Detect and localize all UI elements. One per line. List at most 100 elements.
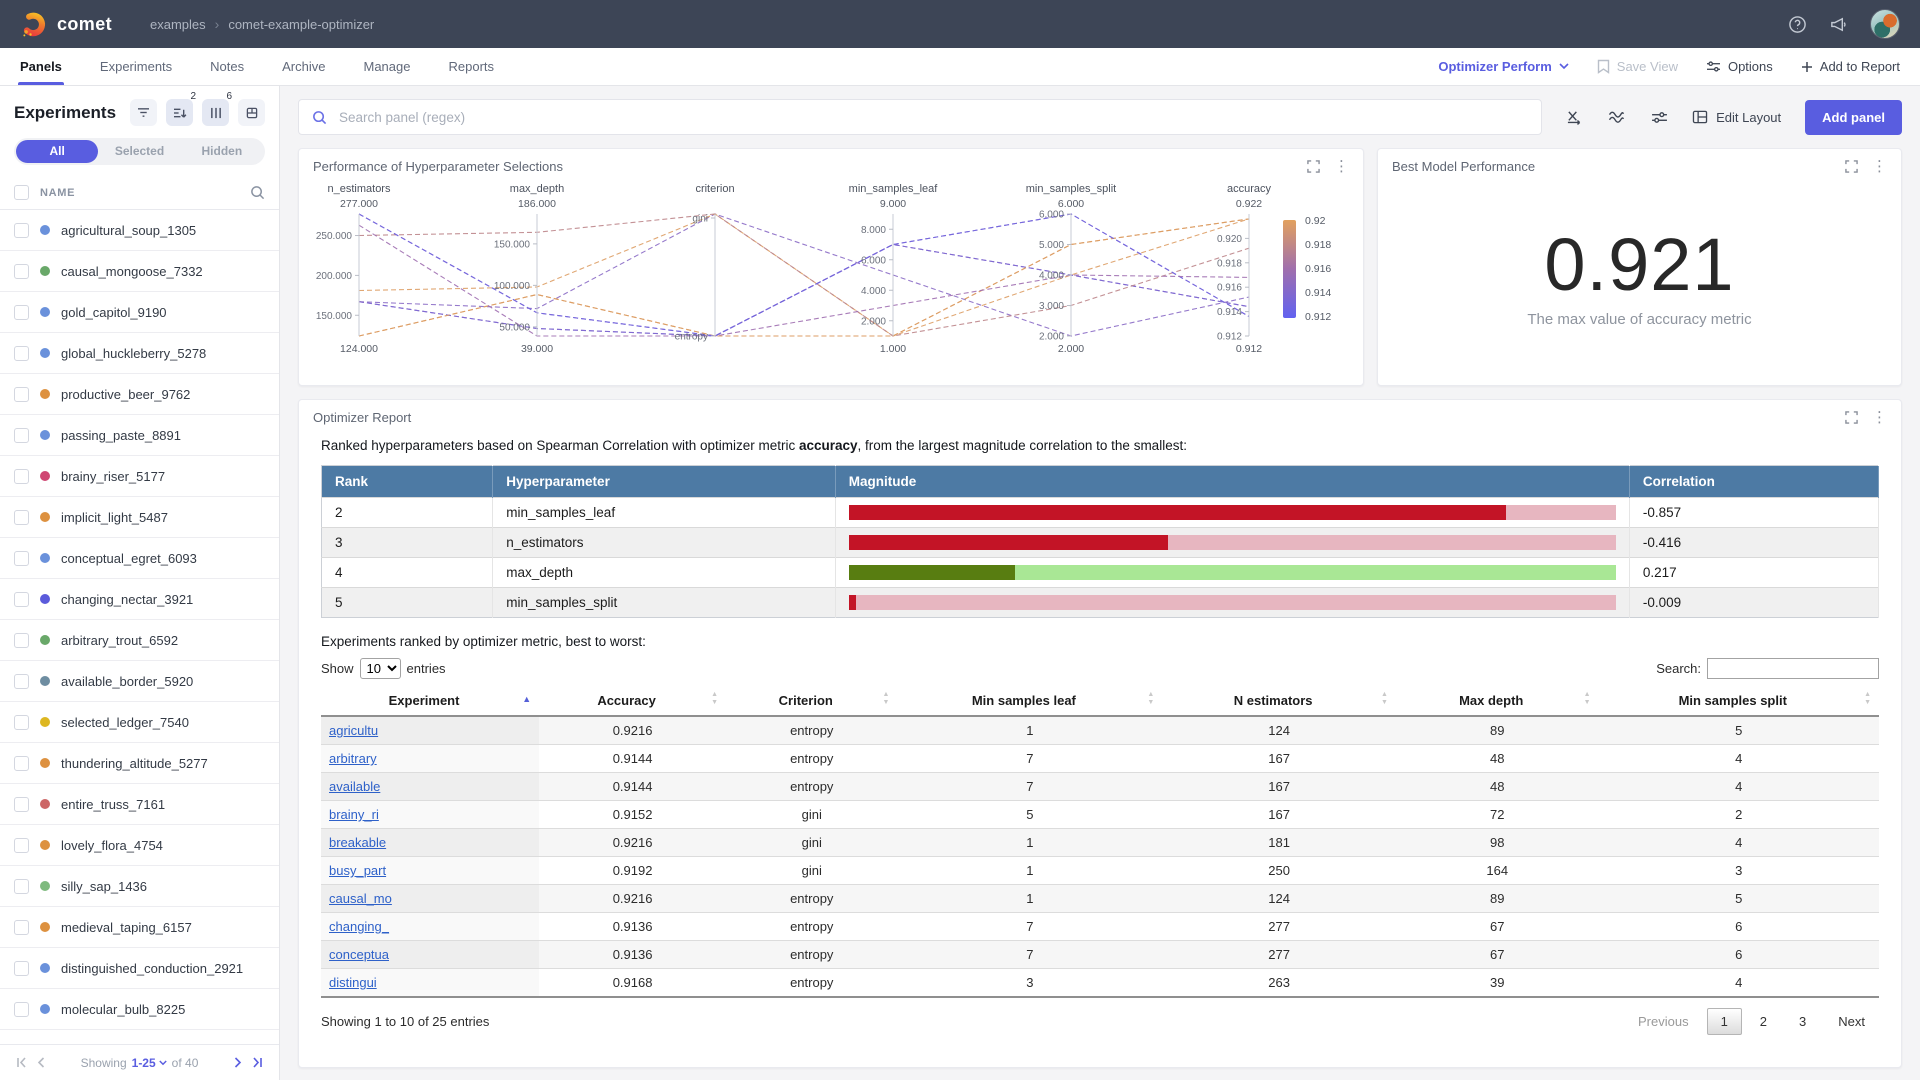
outliers-filter-icon[interactable] [1651, 111, 1668, 124]
experiment-row[interactable]: productive_beer_9762 [0, 374, 279, 415]
edit-layout-button[interactable]: Edit Layout [1692, 110, 1781, 125]
experiment-checkbox[interactable] [14, 837, 29, 853]
column-header-n-estimators[interactable]: N estimators ▲ ▼ [1162, 686, 1396, 717]
panel-search-input[interactable] [337, 108, 1529, 126]
pagination-2[interactable]: 2 [1759, 1014, 1768, 1029]
columns-button[interactable]: 6 [202, 91, 232, 126]
save-view-button[interactable]: Save View [1597, 59, 1678, 74]
experiment-checkbox[interactable] [14, 509, 29, 525]
announcements-icon[interactable] [1829, 15, 1848, 34]
expand-icon[interactable] [1307, 160, 1320, 173]
expand-icon[interactable] [1845, 411, 1858, 424]
page-range-selector[interactable]: 1-25 [132, 1056, 167, 1070]
experiment-row[interactable]: agricultural_soup_1305 [0, 210, 279, 251]
experiment-checkbox[interactable] [14, 673, 29, 689]
segment-all[interactable]: All [16, 140, 99, 163]
help-icon[interactable] [1788, 15, 1807, 34]
experiment-checkbox[interactable] [14, 1001, 29, 1017]
experiment-checkbox[interactable] [14, 591, 29, 607]
experiment-row[interactable]: thundering_altitude_5277 [0, 743, 279, 784]
experiment-row[interactable]: gold_capitol_9190 [0, 292, 279, 333]
next-page-icon[interactable] [230, 1057, 246, 1068]
segment-selected[interactable]: Selected [114, 144, 165, 158]
breadcrumb-workspace[interactable]: examples [150, 16, 206, 32]
column-header-max-depth[interactable]: Max depth ▲ ▼ [1395, 686, 1599, 717]
experiment-row[interactable]: implicit_light_5487 [0, 497, 279, 538]
column-header-min-samples-leaf[interactable]: Min samples leaf ▲ ▼ [897, 686, 1163, 717]
tab-panels[interactable]: Panels [18, 48, 64, 85]
comet-logo[interactable]: comet [20, 10, 112, 38]
sort-button[interactable]: 2 [166, 91, 196, 126]
experiment-row[interactable]: silly_sap_1436 [0, 866, 279, 907]
experiment-row[interactable]: selected_ledger_7540 [0, 702, 279, 743]
experiment-row[interactable]: entire_truss_7161 [0, 784, 279, 825]
add-panel-button[interactable]: Add panel [1805, 99, 1902, 135]
experiment-checkbox[interactable] [14, 755, 29, 771]
table-search-input[interactable] [1707, 658, 1879, 679]
previous-page-icon[interactable] [33, 1057, 49, 1068]
experiment-row[interactable]: molecular_bulb_8225 [0, 989, 279, 1030]
column-header-criterion[interactable]: Criterion ▲ ▼ [726, 686, 898, 717]
experiment-checkbox[interactable] [14, 427, 29, 443]
entries-select[interactable]: 10 [359, 658, 401, 679]
experiment-checkbox[interactable] [14, 960, 29, 976]
experiment-checkbox[interactable] [14, 222, 29, 238]
options-button[interactable]: Options [1706, 59, 1773, 74]
experiment-row[interactable]: global_huckleberry_5278 [0, 333, 279, 374]
experiment-checkbox[interactable] [14, 878, 29, 894]
pagination-3[interactable]: 3 [1799, 1014, 1807, 1029]
experiment-link[interactable]: conceptua [329, 947, 389, 962]
experiment-checkbox[interactable] [14, 304, 29, 320]
experiment-row[interactable]: distinguished_conduction_2921 [0, 948, 279, 989]
kebab-menu-icon[interactable]: ⋮ [1872, 158, 1887, 175]
tab-notes[interactable]: Notes [210, 59, 245, 74]
x-axis-settings-icon[interactable] [1566, 110, 1582, 125]
breadcrumb-project[interactable]: comet-example-optimizer [228, 16, 375, 32]
experiment-checkbox[interactable] [14, 386, 29, 402]
kebab-menu-icon[interactable]: ⋮ [1333, 158, 1349, 175]
column-header-experiment[interactable]: Experiment ▲ [321, 686, 540, 717]
experiment-link[interactable]: busy_part [329, 863, 387, 878]
kebab-menu-icon[interactable]: ⋮ [1872, 409, 1887, 426]
smoothing-icon[interactable] [1608, 110, 1625, 124]
experiment-checkbox[interactable] [14, 263, 29, 279]
experiment-link[interactable]: available [329, 779, 381, 794]
experiment-row[interactable]: passing_paste_8891 [0, 415, 279, 456]
experiment-checkbox[interactable] [14, 796, 29, 812]
experiment-row[interactable]: medieval_taping_6157 [0, 907, 279, 948]
tab-reports[interactable]: Reports [448, 59, 495, 74]
experiment-row[interactable]: brainy_riser_5177 [0, 456, 279, 497]
column-header-min-samples-split[interactable]: Min samples split ▲ ▼ [1598, 686, 1879, 717]
segment-hidden[interactable]: Hidden [201, 144, 243, 158]
last-page-icon[interactable] [246, 1057, 267, 1068]
experiment-link[interactable]: arbitrary [329, 751, 377, 766]
add-to-report-button[interactable]: Add to Report [1801, 59, 1900, 74]
experiment-checkbox[interactable] [14, 919, 29, 935]
column-header-accuracy[interactable]: Accuracy ▲ ▼ [539, 686, 727, 717]
view-selector[interactable]: Optimizer Perform [1438, 59, 1569, 74]
experiment-link[interactable]: agricultu [329, 723, 379, 738]
experiment-row[interactable]: changing_nectar_3921 [0, 579, 279, 620]
tab-manage[interactable]: Manage [363, 59, 411, 74]
experiment-link[interactable]: distingui [329, 975, 377, 990]
experiment-checkbox[interactable] [14, 632, 29, 648]
expand-icon[interactable] [1845, 160, 1858, 173]
experiment-checkbox[interactable] [14, 345, 29, 361]
filter-button[interactable] [130, 99, 157, 126]
experiment-link[interactable]: breakable [329, 835, 387, 850]
avatar[interactable] [1870, 9, 1900, 39]
experiment-checkbox[interactable] [14, 714, 29, 730]
experiment-link[interactable]: changing_ [329, 919, 389, 934]
experiment-checkbox[interactable] [14, 550, 29, 566]
experiment-link[interactable]: brainy_ri [329, 807, 379, 822]
experiment-row[interactable]: available_border_5920 [0, 661, 279, 702]
pagination-1[interactable]: 1 [1706, 1008, 1742, 1035]
experiment-row[interactable]: causal_mongoose_7332 [0, 251, 279, 292]
tab-archive[interactable]: Archive [282, 59, 326, 74]
experiment-row[interactable]: conceptual_egret_6093 [0, 538, 279, 579]
tab-experiments[interactable]: Experiments [99, 59, 173, 74]
group-by-button[interactable] [238, 99, 265, 126]
pagination-previous[interactable]: Previous [1637, 1014, 1689, 1029]
experiment-checkbox[interactable] [14, 468, 29, 484]
select-all-checkbox[interactable] [14, 185, 29, 200]
